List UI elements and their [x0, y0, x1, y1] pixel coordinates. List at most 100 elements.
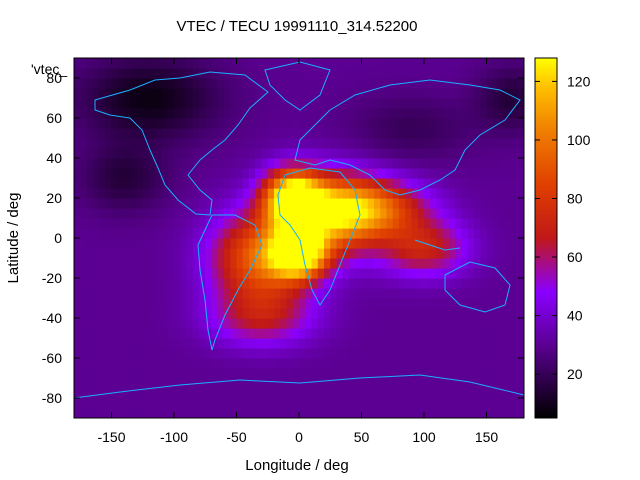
heatmap-cell [474, 308, 481, 319]
heatmap-cell [336, 198, 344, 209]
heatmap-cell [449, 338, 456, 349]
heatmap-cell [142, 228, 150, 239]
heatmap-cell [124, 98, 131, 109]
heatmap-cell [174, 398, 181, 409]
heatmap-cell [442, 238, 450, 249]
heatmap-cell [311, 188, 319, 199]
heatmap-cell [486, 128, 494, 139]
heatmap-cell [167, 398, 175, 409]
heatmap-cell [167, 278, 175, 289]
heatmap-cell [330, 108, 338, 119]
heatmap-cell [74, 58, 81, 69]
heatmap-cell [380, 378, 388, 389]
heatmap-cell [449, 88, 456, 99]
heatmap-cell [392, 388, 400, 399]
heatmap-cell [174, 288, 181, 299]
heatmap-cell [449, 98, 456, 109]
heatmap-cell [242, 58, 250, 69]
heatmap-cell [436, 58, 444, 69]
heatmap-cell [380, 368, 388, 379]
heatmap-cell [324, 318, 331, 329]
heatmap-cell [349, 188, 356, 199]
heatmap-cell [417, 248, 425, 259]
heatmap-cell [249, 378, 256, 389]
heatmap-cell [311, 158, 319, 169]
heatmap-cell [211, 238, 219, 249]
heatmap-cell [74, 68, 81, 79]
heatmap-cell [205, 388, 213, 399]
heatmap-cell [261, 318, 269, 329]
heatmap-cell [136, 318, 144, 329]
heatmap-cell [142, 238, 150, 249]
heatmap-cell [399, 368, 406, 379]
heatmap-cell [261, 338, 269, 349]
heatmap-cell [161, 408, 169, 418]
heatmap-cell [424, 288, 431, 299]
heatmap-cell [86, 58, 94, 69]
heatmap-cell [142, 138, 150, 149]
heatmap-cell [436, 138, 444, 149]
heatmap-cell [367, 88, 375, 99]
heatmap-cell [261, 118, 269, 129]
heatmap-cell [324, 298, 331, 309]
heatmap-cell [517, 368, 524, 379]
heatmap-cell [317, 208, 325, 219]
heatmap-cell [430, 378, 438, 389]
heatmap-cell [399, 318, 406, 329]
heatmap-cell [461, 188, 469, 199]
heatmap-cell [249, 338, 256, 349]
heatmap-cell [80, 118, 88, 129]
heatmap-cell [480, 238, 488, 249]
heatmap-cell [217, 298, 225, 309]
heatmap-cell [130, 268, 138, 279]
heatmap-cell [461, 68, 469, 79]
heatmap-cell [292, 248, 300, 259]
heatmap-cell [442, 338, 450, 349]
heatmap-cell [280, 178, 288, 189]
heatmap-cell [267, 118, 275, 129]
heatmap-cell [224, 398, 231, 409]
heatmap-cell [361, 128, 369, 139]
heatmap-cell [274, 138, 281, 149]
heatmap-cell [192, 348, 200, 359]
heatmap-cell [511, 178, 519, 189]
heatmap-cell [111, 308, 119, 319]
heatmap-cell [436, 108, 444, 119]
heatmap-cell [367, 178, 375, 189]
heatmap-cell [105, 248, 113, 259]
heatmap-cell [305, 168, 313, 179]
heatmap-cell [374, 308, 381, 319]
heatmap-cell [442, 58, 450, 69]
heatmap-cell [86, 368, 94, 379]
heatmap-cell [124, 78, 131, 89]
heatmap-cell [355, 148, 363, 159]
heatmap-cell [149, 78, 156, 89]
heatmap-cell [105, 218, 113, 229]
heatmap-cell [467, 328, 475, 339]
heatmap-cell [311, 378, 319, 389]
heatmap-cell [505, 378, 513, 389]
heatmap-cell [392, 128, 400, 139]
heatmap-cell [142, 98, 150, 109]
heatmap-cell [99, 338, 106, 349]
heatmap-cell [474, 278, 481, 289]
heatmap-cell [455, 328, 463, 339]
heatmap-cell [149, 348, 156, 359]
heatmap-cell [455, 318, 463, 329]
heatmap-cell [517, 68, 524, 79]
heatmap-cell [117, 228, 125, 239]
heatmap-cell [505, 178, 513, 189]
heatmap-cell [105, 408, 113, 418]
heatmap-cell [380, 208, 388, 219]
heatmap-cell [511, 398, 519, 409]
heatmap-cell [336, 348, 344, 359]
heatmap-cell [249, 288, 256, 299]
heatmap-cell [92, 58, 100, 69]
heatmap-cell [280, 348, 288, 359]
heatmap-cell [336, 58, 344, 69]
heatmap-cell [405, 278, 413, 289]
heatmap-cell [117, 308, 125, 319]
heatmap-cell [336, 368, 344, 379]
heatmap-cell [411, 238, 419, 249]
heatmap-cell [517, 398, 524, 409]
